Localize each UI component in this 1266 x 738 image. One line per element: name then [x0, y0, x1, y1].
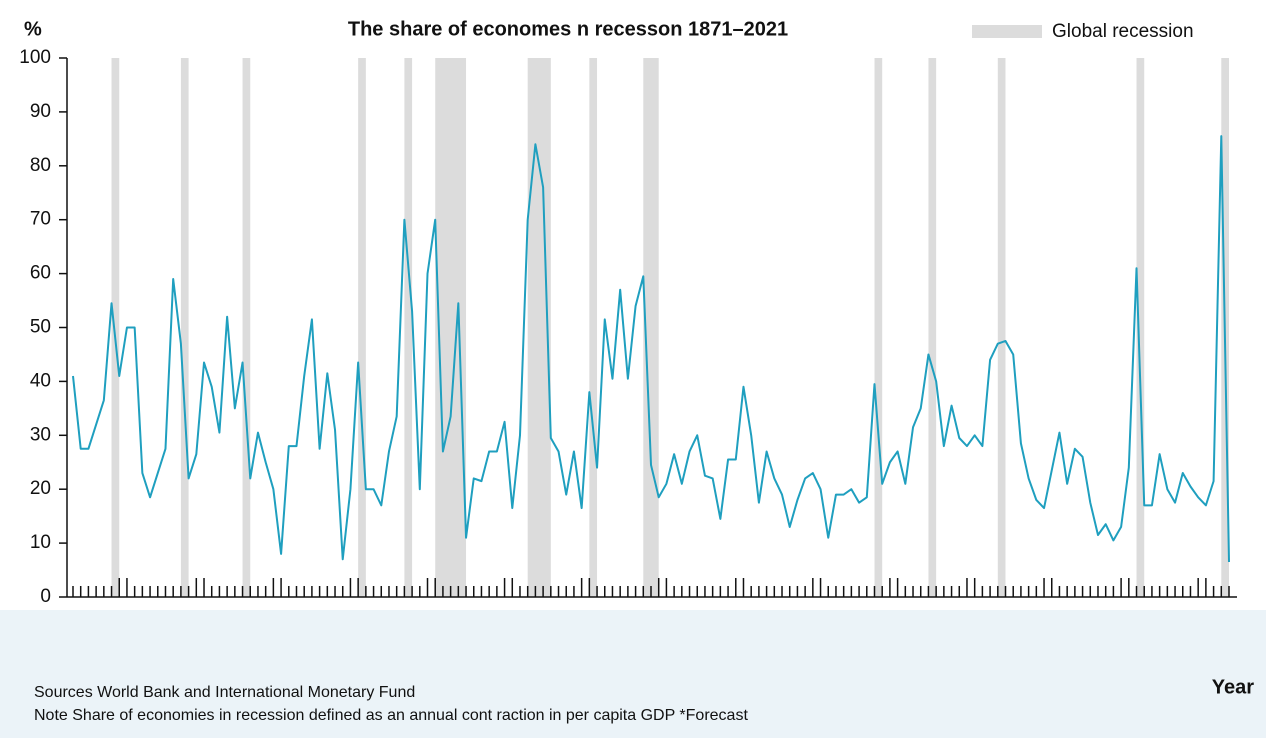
y-axis-label: %: [24, 18, 42, 40]
y-tick-label: 60: [30, 263, 51, 284]
y-tick-label: 80: [30, 155, 51, 176]
y-tick-label: 0: [40, 586, 51, 607]
recession-band: [1136, 58, 1145, 597]
recession-band: [997, 58, 1006, 597]
y-tick-label: 50: [30, 317, 51, 338]
recession-band: [358, 58, 366, 597]
recession-band: [435, 58, 467, 597]
legend-label: Global recession: [1052, 21, 1194, 42]
recession-band: [874, 58, 883, 597]
y-tick-label: 10: [30, 532, 51, 553]
y-tick-label: 40: [30, 370, 51, 391]
y-tick-label: 70: [30, 209, 51, 230]
y-tick-label: 20: [30, 478, 51, 499]
recession-band: [589, 58, 598, 597]
plot-background: [0, 0, 1266, 610]
data-line: [72, 135, 1230, 562]
y-tick-label: 30: [30, 424, 51, 445]
recession-band: [180, 58, 189, 597]
note: Note Share of economies in recession def…: [34, 707, 748, 724]
x-axis-label: Year: [1212, 676, 1254, 698]
recession-band: [111, 58, 120, 597]
y-tick-label: 90: [30, 101, 51, 122]
sources: Sources World Bank and International Mon…: [34, 684, 415, 701]
recession-band: [928, 58, 937, 597]
recession-band: [242, 58, 251, 597]
legend-swatch: [972, 25, 1042, 38]
recession-band: [527, 58, 551, 597]
recession-band: [643, 58, 659, 597]
y-tick-label: 100: [19, 47, 51, 68]
recession-band: [404, 58, 413, 597]
chart-title: The share of economes n recesson 1871–20…: [348, 18, 788, 40]
